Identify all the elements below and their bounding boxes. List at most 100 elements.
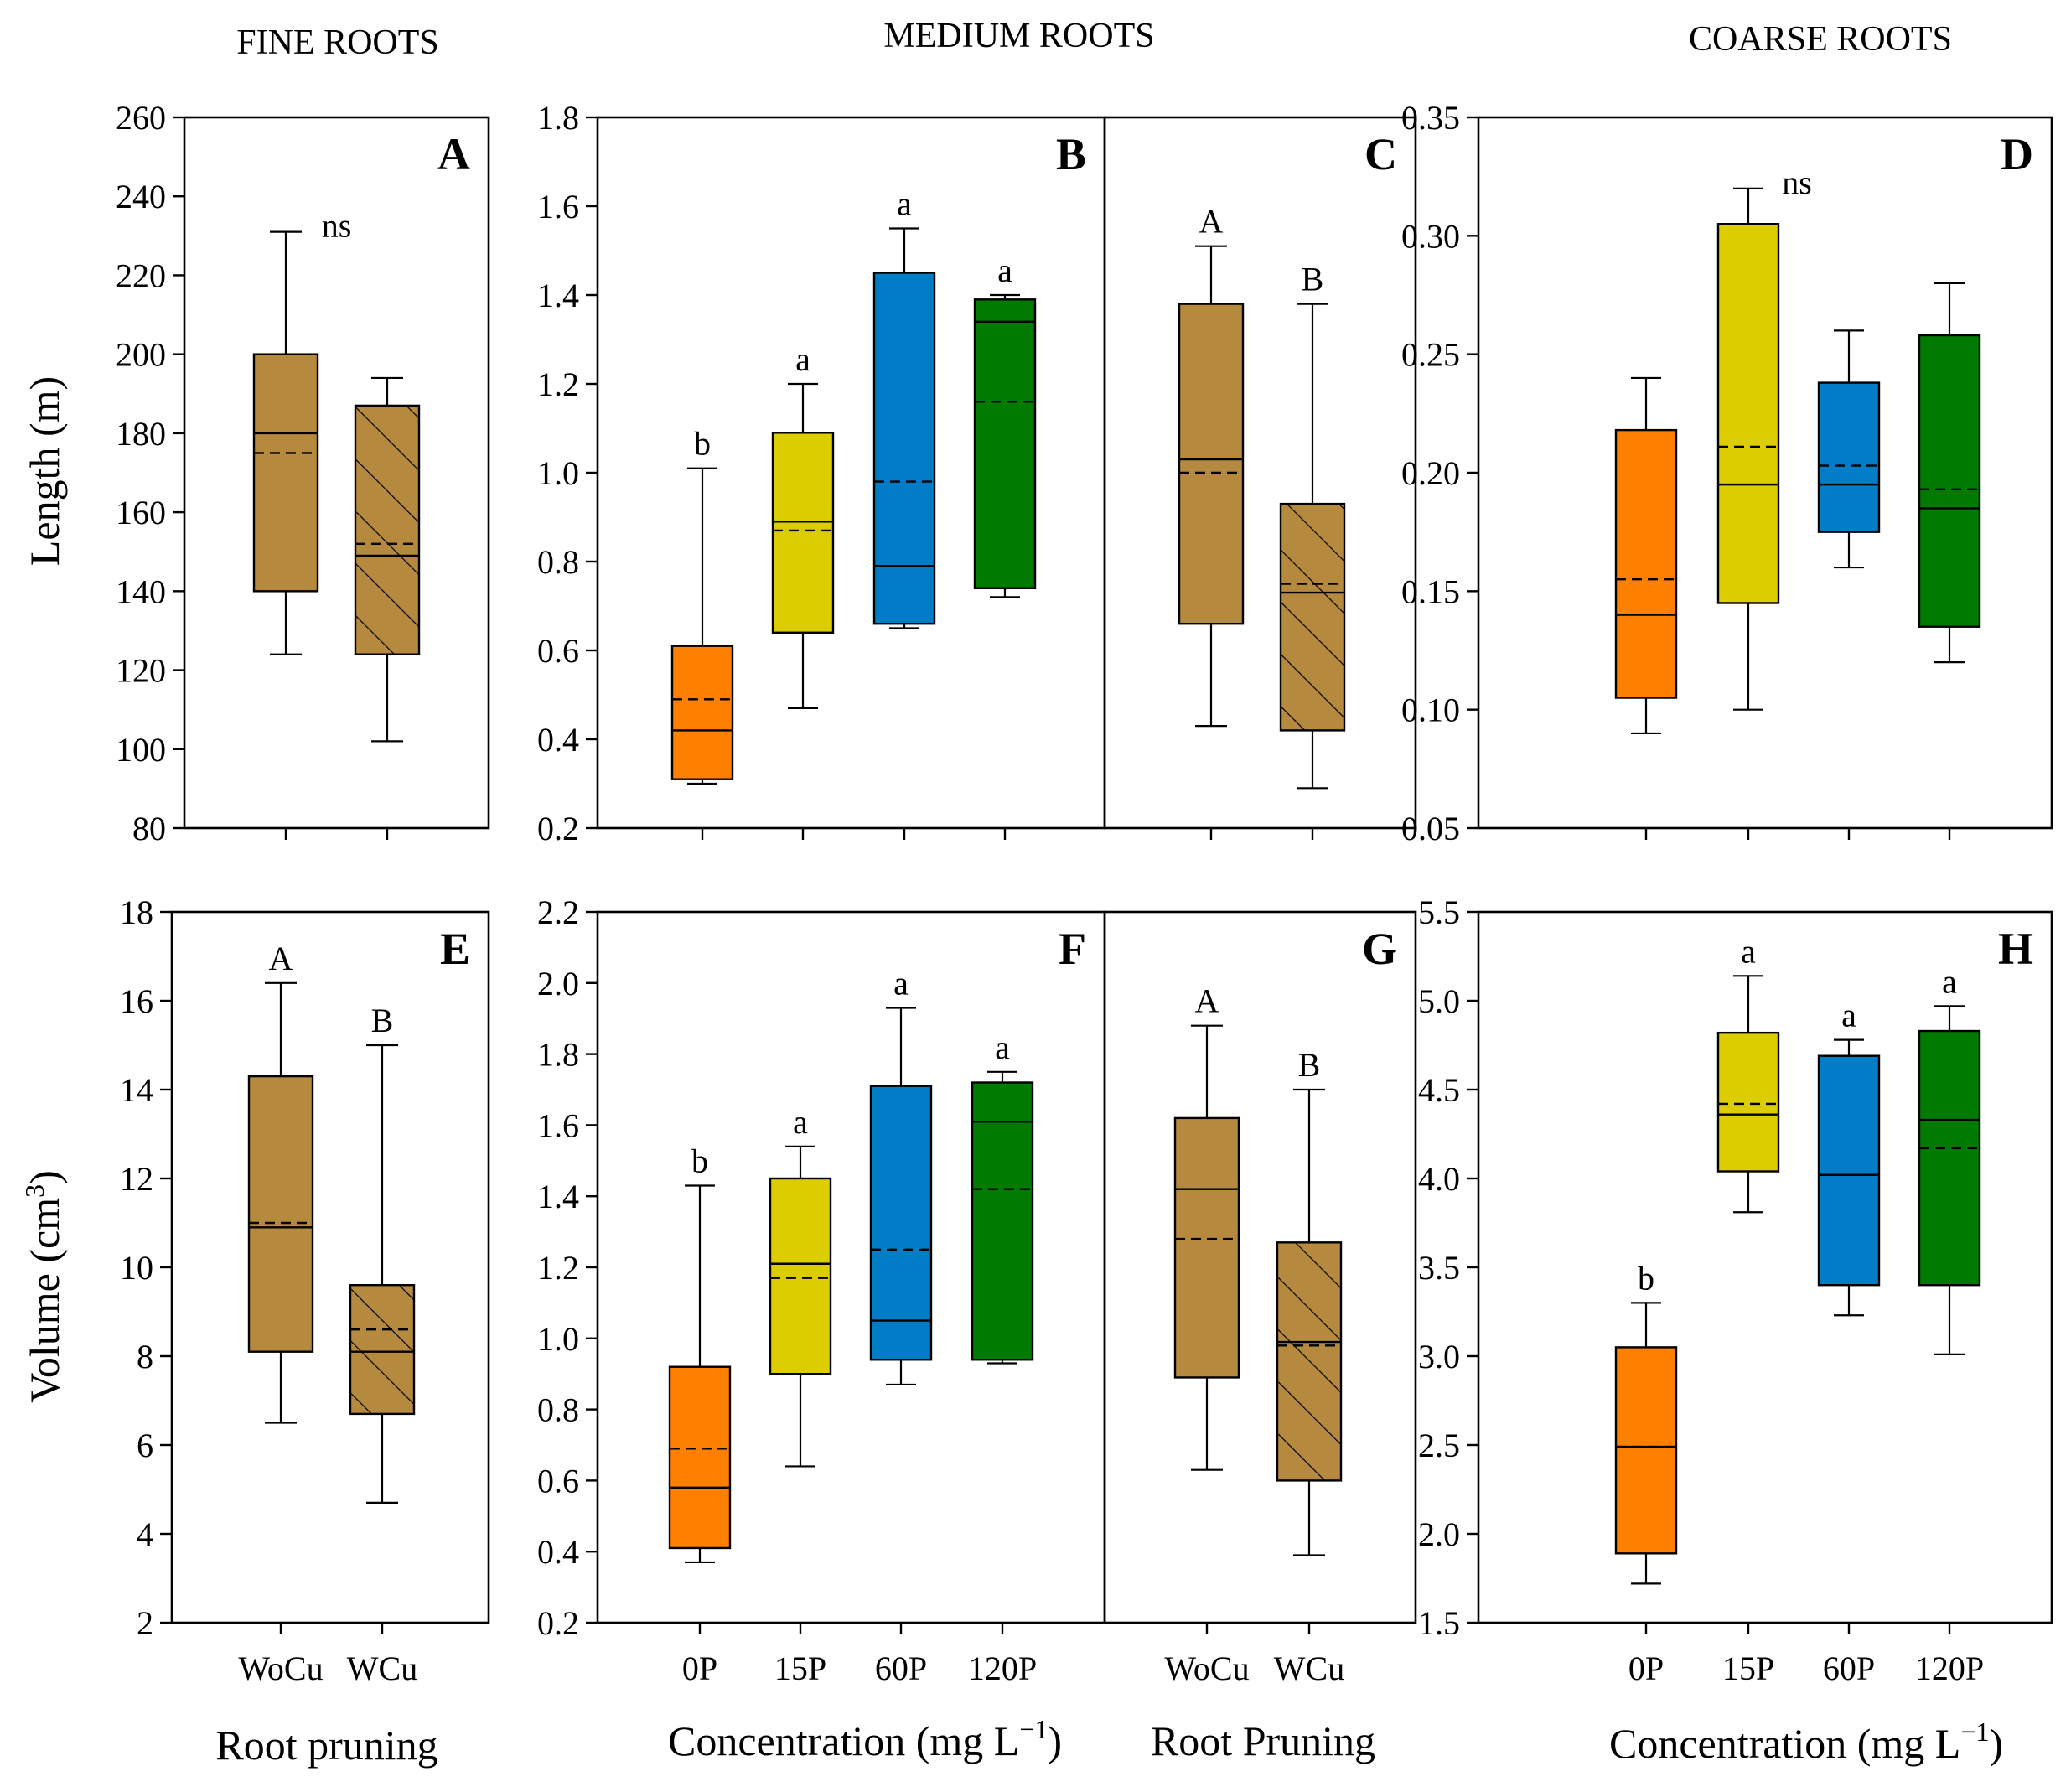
panel-h-ytick-label: 2.5 [1418,1427,1460,1464]
iqr-box [1173,1116,1240,1379]
panel-f-box-120p: a [971,1028,1034,1365]
panel-a-box-wocu [252,230,319,655]
panel-h-category-label: 120P [1915,1650,1984,1687]
panel-f-box-60p: a [869,964,933,1386]
panel-c-letter: C [1364,129,1397,179]
panel-e-ytick-label: 12 [120,1160,153,1198]
panel-a-ns-annotation: ns [322,207,352,245]
panel-e-box-wocu: A [247,940,314,1424]
iqr-box [1276,1241,1343,1482]
panel-f-box-0p: b [668,1142,732,1564]
significance-letter: b [691,1142,708,1179]
volume-title-superscript: 3 [19,1184,49,1198]
panel-f-ytick-label: 0.4 [537,1533,579,1571]
panel-g-frame [1103,910,1417,1624]
significance-letter: a [997,251,1012,289]
panel-h-box-15p: a [1716,932,1780,1214]
panel-a-ytick-label: 220 [116,256,166,294]
panel-h-ytick-label: 3.0 [1418,1338,1460,1375]
panel-a-ytick-label: 100 [116,731,166,769]
panel-f-ytick-label: 0.6 [537,1462,579,1499]
iqr-box [349,1283,416,1416]
panel-h-box-120p: a [1918,962,1981,1355]
panel-a-frame [183,116,490,830]
panel-a-ytick-label: 240 [116,178,166,215]
panel-h-ytick-label: 3.5 [1418,1249,1460,1287]
panel-b-ytick-label: 1.6 [537,188,579,225]
x-axis-title-root-pruning: Root pruning [215,1722,437,1769]
conc-title-close-medium: ) [1048,1717,1062,1764]
significance-letter: b [694,425,711,463]
panel-a-ytick-label: 160 [116,494,166,531]
iqr-box [354,404,421,655]
panel-h-ytick-label: 5.0 [1418,982,1460,1020]
panel-e-ytick-label: 8 [137,1338,153,1375]
significance-letter: a [995,1028,1010,1066]
iqr-box [1614,1346,1678,1555]
panel-h-box-60p: a [1817,997,1881,1317]
panel-d-box-15p [1716,187,1780,711]
volume-title-close: ) [21,1170,68,1184]
panel-h: 1.5 2.0 2.5 3.0 3.5 4.0 4.5 5.0 5.5 0P 15P 60P 120P H… [1418,893,2053,1687]
iqr-box [1716,223,1780,604]
panel-d-ytick-label: 0.20 [1401,454,1460,492]
panel-e-letter: E [440,924,470,974]
conc-title-main-medium: Concentration (mg L [668,1717,1019,1764]
panel-h-ytick-label: 2.0 [1418,1515,1460,1553]
panel-d-box-120p [1918,282,1981,664]
column-title-medium: MEDIUM ROOTS [883,17,1154,55]
significance-letter: a [793,1103,808,1141]
panel-b-ytick-label: 1.0 [537,454,579,492]
iqr-box [869,1085,933,1361]
significance-letter: B [1298,1046,1321,1084]
significance-letter: A [1199,203,1224,241]
panel-h-category-label: 15P [1722,1650,1774,1687]
panel-f-ytick-label: 0.2 [537,1604,579,1642]
column-title-fine: FINE ROOTS [236,23,439,62]
panel-h-category-label: 60P [1823,1650,1875,1687]
panel-b: 0.2 0.4 0.6 0.8 1.0 1.2 1.4 1.6 1.8 Bb a a a [537,99,1106,847]
iqr-box [973,298,1037,589]
significance-letter: a [795,340,810,378]
panel-e-frame [170,910,490,1624]
panel-e-category-label: WCu [347,1650,417,1687]
panel-d-ytick-label: 0.35 [1401,99,1460,137]
panel-e-ytick-label: 16 [120,982,153,1020]
panel-b-ytick-label: 0.4 [537,721,579,759]
panel-a-ytick-label: 80 [132,810,166,847]
panel-h-ytick-label: 4.0 [1418,1160,1460,1198]
panel-a-box-wcu [354,376,421,743]
x-axis-title-concentration-coarse: Concentration (mg L−1) [1609,1717,2003,1767]
iqr-box [1817,381,1881,533]
panel-f-ytick-label: 1.8 [537,1036,579,1074]
panel-b-box-0p: b [670,425,734,785]
panel-e: 2 4 6 8 10 12 14 16 18 WoCu WCu E A B [120,893,490,1687]
panel-h-category-label: 0P [1628,1650,1664,1687]
panel-d-ytick-label: 0.25 [1401,336,1460,374]
iqr-box [872,272,936,625]
x-axis-title-root-pruning-g: Root Pruning [1151,1717,1375,1764]
panel-c: C A B [1103,116,1417,840]
panel-f-ytick-label: 1.0 [537,1320,579,1358]
panel-e-ytick-label: 6 [137,1427,153,1464]
panel-b-ytick-label: 0.8 [537,543,579,581]
conc-title-main-coarse: Concentration (mg L [1609,1720,1960,1767]
conc-title-sup-coarse: −1 [1960,1717,1989,1747]
panel-g: WoCu WCu G A B [1103,910,1417,1687]
panel-d-box-60p [1817,329,1881,569]
panel-f: 0.2 0.4 0.6 0.8 1.0 1.2 1.4 1.6 1.8 2.0 2.2 0P 15P 60… [537,893,1106,1687]
panel-b-ytick-label: 1.8 [537,99,579,137]
panel-b-box-120p: a [973,251,1037,598]
iqr-box [769,1177,832,1375]
panel-d-box-0p [1614,376,1678,735]
significance-letter: B [371,1002,394,1039]
panel-a: 80 100 120 140 160 180 200 220 240 260 Ans [116,99,490,847]
panel-c-box-wocu: A [1178,203,1245,728]
panel-f-ytick-label: 1.6 [537,1106,579,1144]
significance-letter: a [1741,932,1756,970]
iqr-box [1614,428,1678,699]
panel-f-ytick-label: 2.0 [537,965,579,1002]
panel-e-ytick-label: 4 [137,1515,153,1553]
panel-g-box-wcu: B [1276,1046,1343,1556]
